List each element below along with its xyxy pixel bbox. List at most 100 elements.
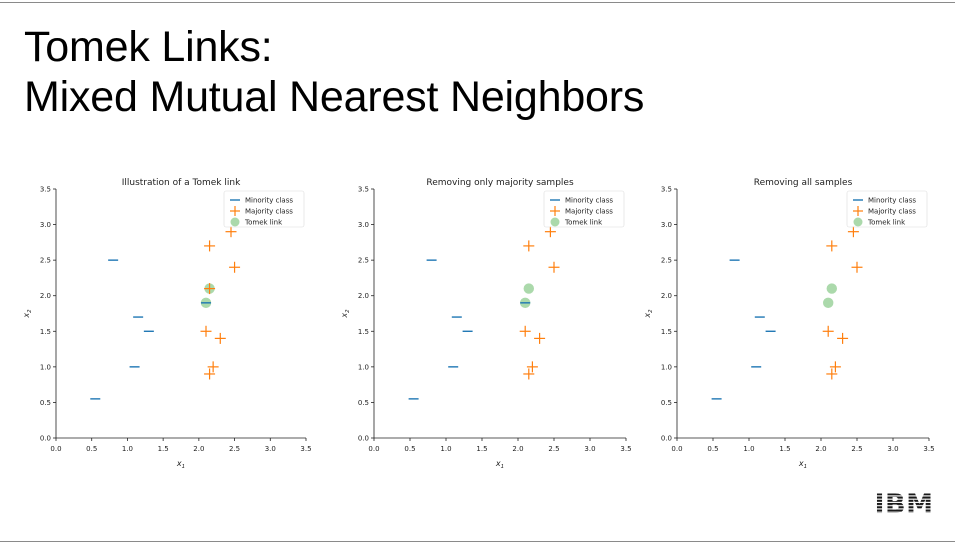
y-tick-label: 3.0 <box>661 221 672 229</box>
x-tick-label: 2.0 <box>815 445 826 453</box>
legend-label: Tomek link <box>564 219 603 227</box>
tomek-link-point <box>523 283 534 294</box>
x-tick-label: 1.0 <box>122 445 133 453</box>
y-tick-label: 2.0 <box>661 292 672 300</box>
x-tick-label: 1.0 <box>440 445 451 453</box>
y-tick-label: 0.5 <box>40 399 51 407</box>
majority-class-point <box>822 325 834 337</box>
x-tick-label: 2.0 <box>193 445 204 453</box>
y-tick-label: 2.0 <box>40 292 51 300</box>
x-tick-label: 1.5 <box>476 445 487 453</box>
x-tick-label: 3.0 <box>584 445 595 453</box>
x-tick-label: 1.5 <box>779 445 790 453</box>
x-tick-label: 2.0 <box>512 445 523 453</box>
bottom-rule <box>0 541 955 542</box>
legend-box <box>543 190 625 228</box>
ibm-logo-text: IBM <box>876 490 932 516</box>
x-tick-label: 2.5 <box>851 445 862 453</box>
chart-title: Removing only majority samples <box>426 178 574 188</box>
chart-2: Removing only majority samples 0.0 0.5 1.0 1… <box>340 178 632 470</box>
y-axis-label: x2 <box>22 309 33 319</box>
majority-class-point <box>204 283 216 295</box>
tomek-link-point <box>826 283 837 294</box>
legend-tomek-swatch <box>230 217 240 227</box>
x-tick-label: 1.5 <box>158 445 169 453</box>
y-tick-label: 3.5 <box>40 186 51 194</box>
legend-label: Tomek link <box>244 219 283 227</box>
majority-class-point <box>204 240 216 252</box>
y-tick-label: 0.5 <box>661 399 672 407</box>
ibm-logo: IBM <box>876 490 932 516</box>
y-tick-label: 1.5 <box>358 328 369 336</box>
legend-box <box>846 190 928 228</box>
top-rule <box>0 2 955 3</box>
x-axis-label: x1 <box>798 459 807 470</box>
x-tick-label: 0.5 <box>86 445 97 453</box>
majority-class-point <box>523 368 535 380</box>
y-tick-label: 1.5 <box>661 328 672 336</box>
majority-class-point <box>523 240 535 252</box>
x-tick-label: 0.5 <box>707 445 718 453</box>
x-tick-label: 2.5 <box>548 445 559 453</box>
x-tick-label: 0.0 <box>50 445 61 453</box>
x-tick-label: 3.5 <box>300 445 311 453</box>
legend-label: Majority class <box>245 208 293 216</box>
chart-1: Illustration of a Tomek link 0.0 0.5 1.0 1.5… <box>22 178 312 470</box>
majority-class-point <box>837 332 849 344</box>
x-tick-label: 2.5 <box>229 445 240 453</box>
slide-title: Tomek Links: Mixed Mutual Nearest Neighb… <box>24 22 644 122</box>
y-axis-label: x2 <box>340 309 351 319</box>
x-tick-label: 3.0 <box>887 445 898 453</box>
y-tick-label: 0.0 <box>358 435 369 443</box>
y-tick-label: 2.5 <box>661 257 672 265</box>
y-tick-label: 0.0 <box>661 435 672 443</box>
majority-class-point <box>225 226 237 238</box>
x-tick-label: 1.0 <box>743 445 754 453</box>
majority-class-point <box>847 226 859 238</box>
legend-box <box>223 190 305 228</box>
x-tick-label: 0.0 <box>671 445 682 453</box>
legend-label: Tomek link <box>867 219 906 227</box>
y-tick-label: 1.0 <box>661 363 672 371</box>
majority-class-point <box>544 226 556 238</box>
legend-tomek-swatch <box>853 217 863 227</box>
y-tick-label: 1.5 <box>40 328 51 336</box>
legend-label: Minority class <box>245 197 293 205</box>
majority-class-point <box>548 261 560 273</box>
chart-3: Removing all samples 0.0 0.5 1.0 1.5 2.0 2.5 3.… <box>643 178 935 470</box>
slide-title-line-2: Mixed Mutual Nearest Neighbors <box>24 73 645 121</box>
majority-class-point <box>214 332 226 344</box>
legend-tomek-swatch <box>550 217 560 227</box>
tomek-link-point <box>823 297 834 309</box>
legend-label: Majority class <box>565 208 613 216</box>
majority-class-point <box>534 332 546 344</box>
y-tick-label: 3.5 <box>661 186 672 194</box>
y-tick-label: 3.5 <box>358 186 369 194</box>
chart-title: Removing all samples <box>754 178 853 188</box>
majority-class-point <box>519 325 531 337</box>
chart-title: Illustration of a Tomek link <box>122 178 241 188</box>
x-axis-label: x1 <box>176 459 185 470</box>
y-tick-label: 1.0 <box>40 363 51 371</box>
majority-class-point <box>526 361 538 373</box>
majority-class-point <box>826 240 838 252</box>
x-tick-label: 0.5 <box>404 445 415 453</box>
y-tick-label: 2.5 <box>40 257 51 265</box>
majority-class-point <box>826 368 838 380</box>
majority-class-point <box>829 361 841 373</box>
x-tick-label: 3.0 <box>265 445 276 453</box>
legend-label: Minority class <box>565 197 613 205</box>
majority-class-point <box>207 361 219 373</box>
x-tick-label: 3.5 <box>620 445 631 453</box>
majority-class-point <box>204 368 216 380</box>
legend-label: Majority class <box>868 208 916 216</box>
majority-class-point <box>229 261 241 273</box>
x-tick-label: 0.0 <box>368 445 379 453</box>
y-axis-label: x2 <box>643 309 654 319</box>
slide-title-line-1: Tomek Links: <box>24 23 273 71</box>
y-tick-label: 3.0 <box>40 221 51 229</box>
y-tick-label: 3.0 <box>358 221 369 229</box>
x-axis-label: x1 <box>495 459 504 470</box>
y-tick-label: 2.0 <box>358 292 369 300</box>
